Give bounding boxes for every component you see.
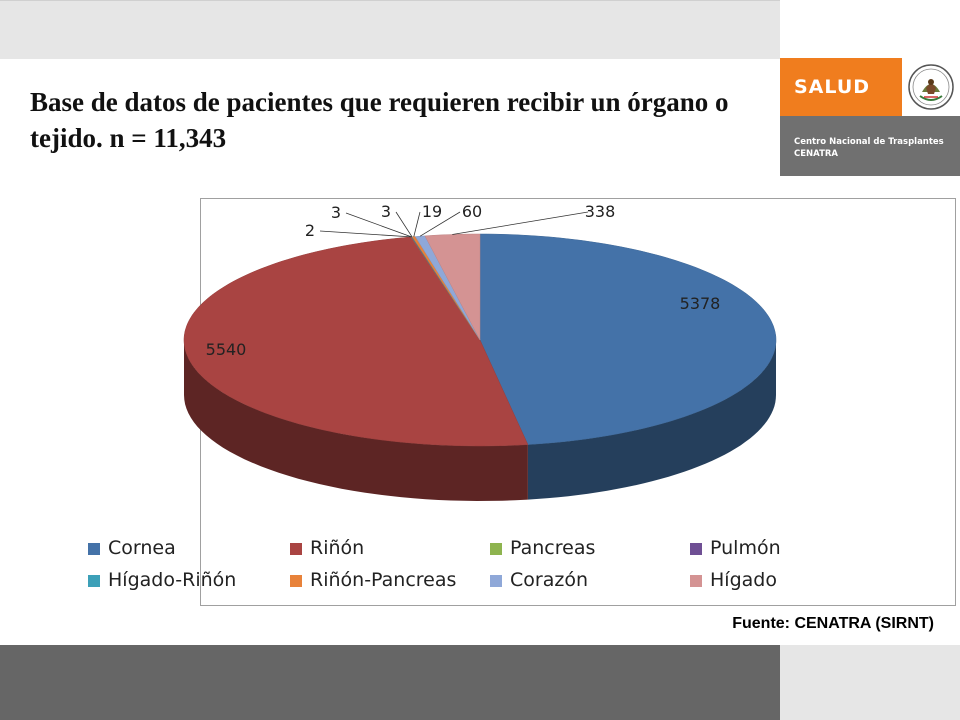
data-label-pulmón: 3 — [331, 203, 341, 222]
data-label-riñón-pancreas: 19 — [422, 202, 442, 221]
legend-swatch-riñón — [290, 543, 302, 555]
top-right-band — [780, 0, 960, 58]
pie-slice-riñón — [183, 236, 529, 447]
legend-label-corazón: Corazón — [510, 569, 588, 591]
pie-side-cornea — [527, 340, 776, 500]
data-label-cornea: 5378 — [680, 294, 721, 313]
legend-swatch-hígado-riñón — [88, 575, 100, 587]
logo-box: SALUD Centro Nacional de Trasplantes CEN… — [780, 58, 960, 176]
data-label-hígado: 338 — [585, 202, 616, 221]
leader-line-corazón — [419, 211, 461, 237]
leader-line-pulmón — [345, 212, 412, 238]
legend-swatch-cornea — [88, 543, 100, 555]
leader-line-hígado — [452, 211, 589, 235]
slide-title: Base de datos de pacientes que requieren… — [30, 87, 729, 153]
leader-line-hígado-riñón — [395, 211, 413, 238]
legend-swatch-pulmón — [690, 543, 702, 555]
leader-line-pancreas — [319, 230, 412, 238]
legend-label-pancreas: Pancreas — [510, 537, 595, 559]
legend-swatch-hígado — [690, 575, 702, 587]
pie-slice-cornea — [479, 233, 777, 445]
pie-top — [183, 233, 777, 447]
leader-line-riñón-pancreas — [413, 211, 421, 237]
data-label-riñón: 5540 — [206, 340, 247, 359]
legend-label-riñón-pancreas: Riñón-Pancreas — [310, 569, 456, 591]
legend-label-hígado: Hígado — [710, 569, 777, 591]
legend-label-riñón: Riñón — [310, 537, 364, 559]
pie-sides — [184, 340, 776, 501]
source-note: Fuente: CENATRA (SIRNT) — [732, 615, 934, 632]
mexico-seal-icon — [902, 58, 960, 116]
legend-swatch-riñón-pancreas — [290, 575, 302, 587]
pie-side-riñón — [184, 340, 528, 501]
legend: Cornea Riñón Pancreas Pulmón Hígado-Riñón Riñ… — [88, 537, 781, 591]
legend-swatch-pancreas — [490, 543, 502, 555]
legend-label-hígado-riñón: Hígado-Riñón — [108, 569, 236, 591]
legend-swatch-corazón — [490, 575, 502, 587]
top-band — [0, 0, 780, 59]
legend-label-pulmón: Pulmón — [710, 537, 781, 559]
salud-logo: SALUD — [780, 58, 902, 116]
org-name-line: Centro Nacional de Trasplantes — [794, 137, 944, 147]
bottom-band — [0, 645, 780, 720]
cenatra-label: Centro Nacional de Trasplantes CENATRA — [780, 116, 960, 176]
org-acronym: CENATRA — [794, 149, 838, 159]
data-label-pancreas: 2 — [305, 221, 315, 240]
legend-label-cornea: Cornea — [108, 537, 176, 559]
data-label-hígado-riñón: 3 — [381, 202, 391, 221]
data-label-corazón: 60 — [462, 202, 482, 221]
bottom-right-band — [780, 645, 960, 720]
